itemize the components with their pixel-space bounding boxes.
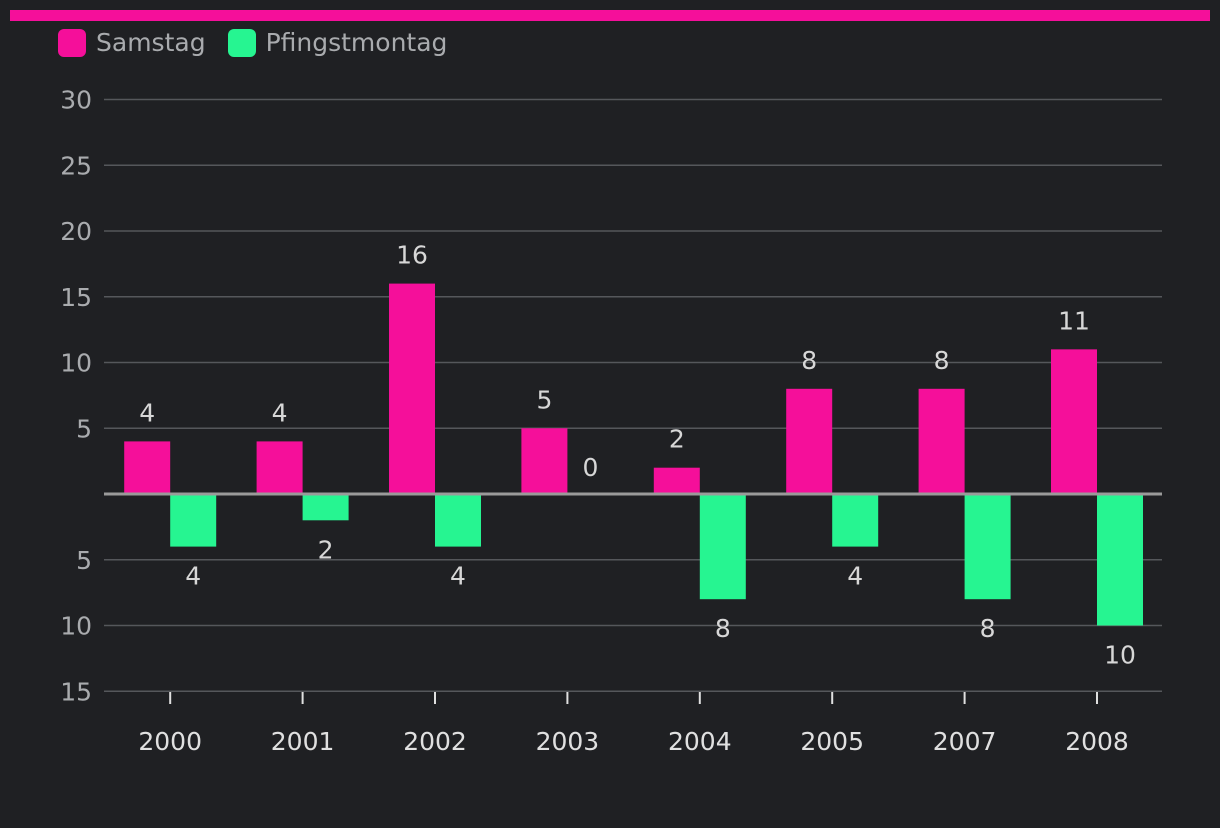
legend-swatch-pfingstmontag bbox=[227, 28, 256, 57]
x-tick-label: 2003 bbox=[536, 727, 600, 756]
x-tick-label: 2000 bbox=[138, 727, 202, 756]
data-label-pfingstmontag: 10 bbox=[1104, 641, 1136, 670]
bar-samstag bbox=[389, 283, 435, 494]
legend: Samstag Pfingstmontag bbox=[58, 28, 469, 57]
bar-pfingstmontag bbox=[832, 494, 879, 547]
data-label-pfingstmontag: 4 bbox=[185, 562, 201, 591]
x-tick-label: 2004 bbox=[668, 727, 732, 756]
data-label-pfingstmontag: 4 bbox=[450, 562, 466, 591]
x-tick-label: 2007 bbox=[933, 727, 997, 756]
x-tick-label: 2005 bbox=[800, 727, 864, 756]
data-label-pfingstmontag: 4 bbox=[847, 562, 863, 591]
data-label-samstag: 2 bbox=[669, 425, 685, 454]
bar-samstag bbox=[918, 388, 965, 494]
y-tick-label: 15 bbox=[60, 283, 92, 312]
legend-swatch-samstag bbox=[58, 28, 86, 57]
data-label-pfingstmontag: 8 bbox=[980, 614, 996, 643]
bar-samstag bbox=[256, 441, 303, 494]
data-label-samstag: 8 bbox=[934, 346, 950, 375]
data-label-samstag: 4 bbox=[272, 398, 288, 427]
bar-pfingstmontag bbox=[302, 494, 349, 521]
y-tick-label: 20 bbox=[60, 217, 92, 246]
bar-pfingstmontag bbox=[964, 494, 1011, 600]
bar-samstag bbox=[1051, 349, 1097, 494]
y-tick-label: 10 bbox=[60, 612, 92, 641]
bar-pfingstmontag bbox=[1097, 494, 1143, 626]
y-tick-label: 10 bbox=[60, 349, 92, 378]
accent-bar bbox=[10, 10, 1210, 21]
data-label-samstag: 8 bbox=[801, 346, 817, 375]
bar-samstag bbox=[786, 388, 833, 494]
y-tick-label: 15 bbox=[60, 677, 92, 706]
legend-item-pfingstmontag[interactable]: Pfingstmontag bbox=[227, 28, 448, 57]
bar-samstag bbox=[124, 441, 171, 494]
data-label-samstag: 5 bbox=[536, 385, 552, 414]
bar-samstag bbox=[653, 467, 700, 494]
x-tick-label: 2001 bbox=[271, 727, 335, 756]
data-label-pfingstmontag: 8 bbox=[715, 614, 731, 643]
y-tick-label: 25 bbox=[60, 151, 92, 180]
y-tick-label: 30 bbox=[60, 86, 92, 115]
x-tick-label: 2008 bbox=[1065, 727, 1129, 756]
data-label-samstag: 16 bbox=[396, 241, 428, 270]
bar-samstag bbox=[521, 428, 568, 494]
bar-pfingstmontag bbox=[435, 494, 481, 547]
legend-label-samstag: Samstag bbox=[96, 28, 206, 57]
legend-item-samstag[interactable]: Samstag bbox=[58, 28, 206, 57]
y-tick-label: 5 bbox=[76, 546, 92, 575]
bar-pfingstmontag bbox=[699, 494, 746, 600]
data-label-pfingstmontag: 2 bbox=[318, 535, 334, 564]
data-label-samstag: 11 bbox=[1058, 306, 1090, 335]
legend-label-pfingstmontag: Pfingstmontag bbox=[265, 28, 448, 57]
bar-pfingstmontag bbox=[170, 494, 217, 547]
x-tick-label: 2002 bbox=[403, 727, 467, 756]
data-label-samstag: 4 bbox=[139, 398, 155, 427]
y-tick-label: 5 bbox=[76, 414, 92, 443]
data-label-pfingstmontag: 0 bbox=[582, 453, 598, 482]
